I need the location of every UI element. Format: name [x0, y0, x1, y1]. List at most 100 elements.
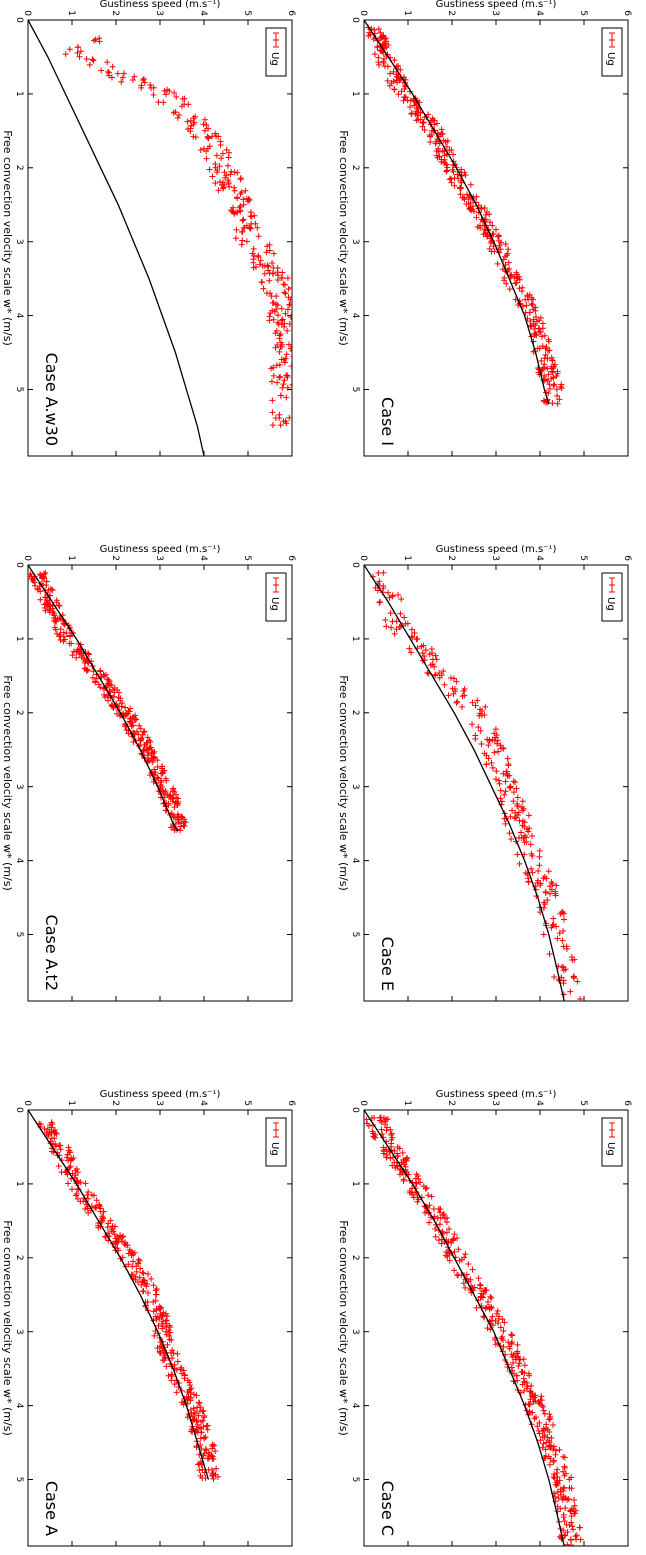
data-point — [380, 1150, 387, 1157]
data-point — [406, 645, 413, 652]
data-point — [494, 260, 501, 267]
data-point — [401, 86, 408, 93]
data-point — [498, 239, 505, 246]
data-point — [270, 364, 277, 371]
data-point — [278, 339, 285, 346]
x-tick-label: 1 — [14, 1181, 24, 1187]
data-point — [68, 640, 75, 647]
data-point — [68, 1156, 75, 1163]
data-point — [114, 1233, 121, 1240]
data-point — [280, 381, 287, 388]
x-tick-label: 0 — [14, 17, 24, 23]
data-point — [428, 1193, 435, 1200]
data-point — [129, 1249, 136, 1256]
y-axis-label: Gustiness speed (m.s⁻¹) — [436, 0, 557, 10]
data-point — [547, 1455, 554, 1462]
data-point — [374, 587, 381, 594]
data-point — [546, 1416, 553, 1423]
data-point — [540, 899, 547, 906]
data-point — [569, 1526, 576, 1533]
data-point — [168, 1377, 175, 1384]
data-point — [378, 34, 385, 41]
data-point — [469, 699, 476, 706]
data-point — [203, 1447, 210, 1454]
data-point — [287, 345, 292, 352]
data-point — [285, 286, 292, 293]
data-point — [462, 171, 469, 178]
data-point — [485, 742, 492, 749]
data-point — [451, 182, 458, 189]
data-point — [238, 241, 245, 248]
data-point — [407, 97, 414, 104]
data-point — [184, 118, 191, 125]
data-point — [190, 133, 197, 140]
data-point — [77, 1198, 84, 1205]
data-point — [153, 1285, 160, 1292]
data-point — [221, 169, 228, 176]
data-point — [238, 229, 245, 236]
data-point — [403, 1157, 410, 1164]
data-point — [210, 1456, 217, 1463]
data-point — [561, 1484, 568, 1491]
y-tick-label: 3 — [154, 1100, 164, 1106]
data-point — [272, 414, 279, 421]
data-point — [264, 243, 271, 250]
data-point — [274, 341, 281, 348]
data-point — [136, 722, 143, 729]
data-point — [136, 1257, 143, 1264]
data-point — [520, 834, 527, 841]
data-point — [521, 1362, 528, 1369]
data-point — [196, 1424, 203, 1431]
data-point — [530, 320, 537, 327]
data-point — [204, 145, 211, 152]
data-point — [140, 75, 147, 82]
data-point — [391, 86, 398, 93]
data-point — [250, 245, 257, 252]
data-point — [469, 203, 476, 210]
data-point — [491, 248, 498, 255]
data-point — [571, 1496, 578, 1503]
data-point — [371, 26, 378, 33]
data-point — [568, 1485, 575, 1492]
data-point — [387, 1126, 394, 1133]
data-point — [194, 1421, 201, 1428]
data-point — [205, 1453, 212, 1460]
data-point — [446, 1226, 453, 1233]
data-point — [422, 1209, 429, 1216]
data-point — [273, 306, 280, 313]
data-point — [209, 1472, 216, 1479]
data-point — [83, 56, 90, 63]
data-point — [150, 753, 157, 760]
data-point — [503, 280, 510, 287]
data-point — [239, 237, 246, 244]
data-point — [509, 807, 516, 814]
data-point — [82, 1180, 89, 1187]
data-point — [92, 36, 99, 43]
data-point — [461, 686, 468, 693]
data-point — [535, 325, 542, 332]
data-point — [541, 355, 548, 362]
data-point — [43, 578, 50, 585]
data-point — [384, 77, 391, 84]
data-point — [113, 1240, 120, 1247]
data-point — [295, 337, 300, 343]
chart-svg: 0 1 2 3 4 5 0 1 2 3 4 5 6 Free convection velocity sc… — [1, 544, 296, 1002]
data-point — [173, 791, 180, 798]
data-point — [505, 246, 512, 253]
data-point — [264, 262, 271, 269]
data-point — [267, 310, 274, 317]
data-point — [208, 1452, 215, 1459]
data-point — [453, 678, 460, 685]
data-point — [186, 1386, 193, 1393]
data-point — [269, 397, 276, 404]
data-point — [417, 109, 424, 116]
data-point — [498, 798, 505, 805]
data-point — [505, 259, 512, 266]
data-point — [290, 382, 292, 389]
data-point — [459, 703, 466, 710]
y-axis-label: Gustiness speed (m.s⁻¹) — [100, 0, 221, 10]
data-point — [438, 130, 445, 137]
data-point — [95, 1224, 102, 1231]
data-point — [187, 117, 194, 124]
data-point — [133, 716, 140, 723]
